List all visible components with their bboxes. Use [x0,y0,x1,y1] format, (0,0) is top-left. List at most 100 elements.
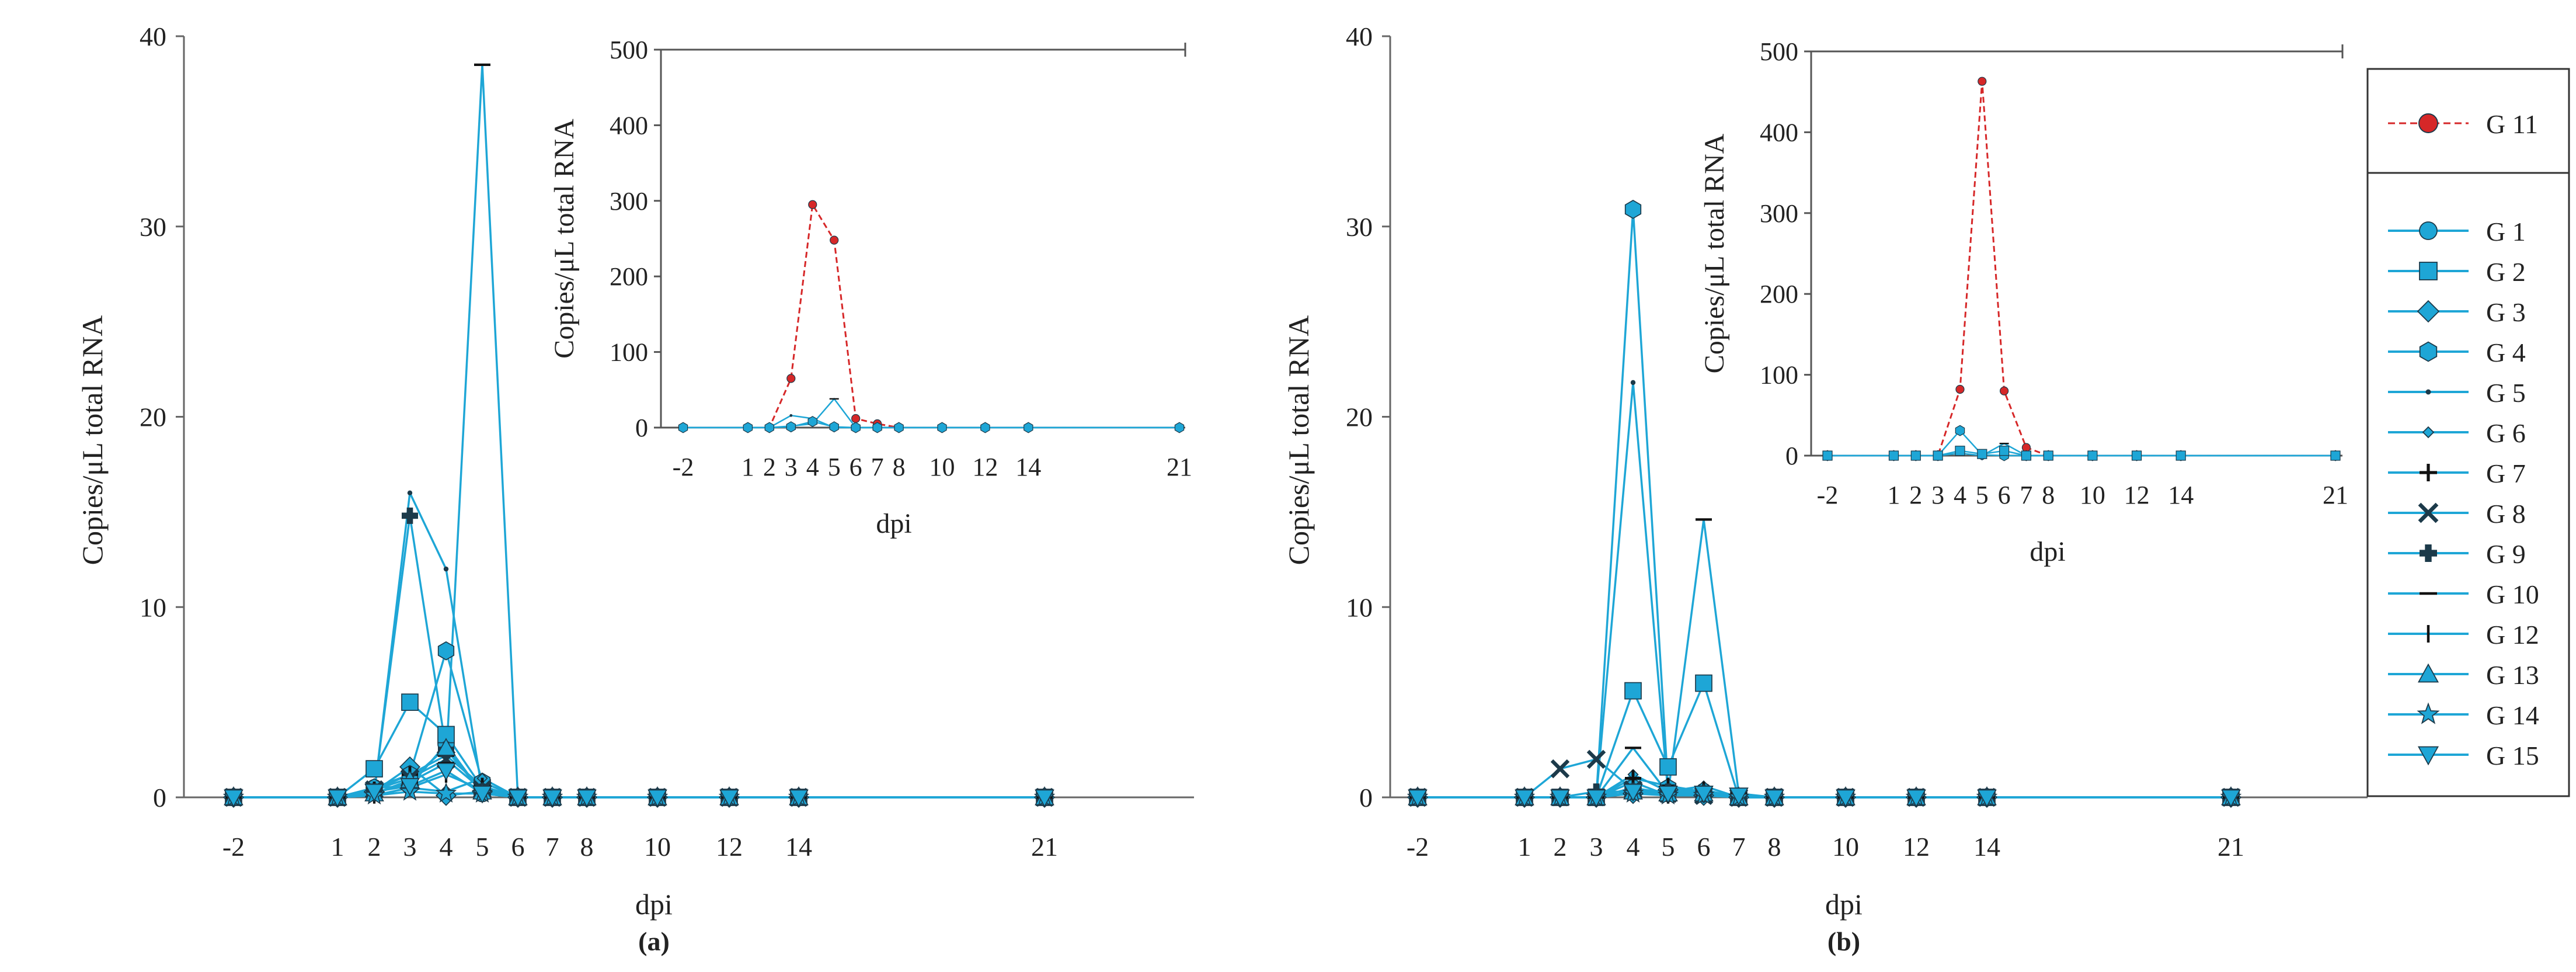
inset-x-tick-label: -2 [673,453,694,481]
legend-label: G 5 [2486,378,2526,408]
series-markers-g15 [224,762,1054,808]
marker-hexagon [764,422,775,433]
marker-triangle-down [1515,789,1534,808]
data-point [436,762,456,781]
legend-marker-circle-icon [2419,221,2438,240]
marker-triangle [2417,663,2439,683]
marker-thickplus-v [406,507,413,524]
inset-data-point [872,422,882,433]
inset-data-point [1955,425,1965,436]
inset-y-tick-label: 100 [610,338,648,367]
marker-hexagon [1955,425,1965,436]
legend-marker-square-icon [2419,262,2438,280]
inset-x-tick-label: 6 [1998,481,2011,509]
inset-background [661,50,1185,428]
inset-x-tick-label: 21 [2323,481,2348,509]
data-point [1977,789,1997,808]
inset-data-point [807,416,818,428]
x-tick-label: 10 [644,832,671,862]
marker-circle [2419,221,2438,240]
inset-x-tick-label: -2 [1817,481,1839,509]
inset-x-tick-label: 8 [2042,481,2055,509]
marker-dot [2425,389,2431,395]
data-point [648,789,667,808]
inset-data-point [2131,450,2142,461]
legend-label: G 7 [2486,459,2526,488]
data-point [1550,789,1570,808]
legend-marker-dot-icon [2425,389,2431,395]
series-line-g4 [234,650,1045,799]
marker-square [365,760,383,777]
inset-data-point [1910,450,1921,461]
x-tick-label: 7 [1732,832,1746,862]
data-point [1586,749,1606,769]
inset-data-point [2330,450,2341,461]
x-tick-label: 8 [580,832,594,862]
inset-x-tick-label: 5 [828,453,841,481]
marker-square [1955,446,1965,456]
y-tick-label: 30 [140,212,166,242]
inset-data-point [1955,384,1965,394]
marker-triangle-down [328,789,347,808]
series-line-g15 [1418,790,2231,799]
y-tick-label: 10 [140,592,166,622]
legend-label: G 12 [2486,620,2539,650]
inset-data-point [2087,450,2098,461]
marker-square [2043,450,2053,461]
marker-square [2419,262,2438,280]
data-point [472,786,492,804]
data-point [364,783,384,802]
x-tick-label: 21 [2218,832,2244,862]
x-tick-label: 21 [1031,832,1058,862]
marker-circle [1955,384,1965,394]
marker-hexagon [980,422,990,433]
x-tick-label: 12 [716,832,743,862]
data-point [436,738,456,756]
legend-marker-circle-icon [2418,113,2438,133]
inset-y-tick-label: 300 [1760,199,1798,228]
inset-x-tick-label: 3 [785,453,798,481]
marker-diamond [2417,300,2440,323]
series-line-g2 [1418,682,2231,799]
legend-label: G 1 [2486,217,2526,247]
inset-data-point [1977,449,1987,459]
legend-item-g2: G 2 [2388,257,2526,287]
inset-data-point [937,422,947,433]
marker-square [1910,450,1921,461]
inset-data-point [1024,422,1033,433]
inset-data-point [808,200,817,209]
x-tick-label: 7 [546,832,559,862]
data-point [401,693,419,711]
x-axis-title: dpi [635,888,673,921]
marker-triangle-down [508,789,528,808]
marker-circle [1978,77,1987,86]
inset-data-point [829,421,839,433]
legend-item-g4: G 4 [2388,338,2526,367]
series-markers-g10 [1409,518,2239,799]
data-point [328,789,347,808]
legend-marker-diamond-icon [2417,300,2440,323]
marker-star [435,782,457,803]
inset-data-point [894,422,904,433]
legend-item-g13: G 13 [2388,660,2539,690]
data-point [1408,789,1428,808]
series-markers-g12 [232,766,1046,806]
x-tick-label: 2 [1554,832,1567,862]
series-markers-g7 [1409,770,2239,806]
data-point [719,789,739,808]
series-markers-g12 [1416,773,2233,806]
x-tick-label: 14 [1973,832,2000,862]
x-tick-label: 5 [476,832,489,862]
marker-hexagon [851,422,861,433]
y-axis-title: Copies/μL total RNA [1282,315,1315,565]
marker-triangle-down [1729,787,1749,806]
series-line-g2 [234,701,1045,799]
inset-data-point [980,422,990,433]
inset-data-point [786,374,796,383]
marker-circle [851,414,861,423]
legend-label: G 6 [2486,418,2526,448]
inset-y-tick-label: 300 [610,187,648,216]
inset-data-point [1978,77,1987,86]
legend-item-g3: G 3 [2388,297,2526,327]
